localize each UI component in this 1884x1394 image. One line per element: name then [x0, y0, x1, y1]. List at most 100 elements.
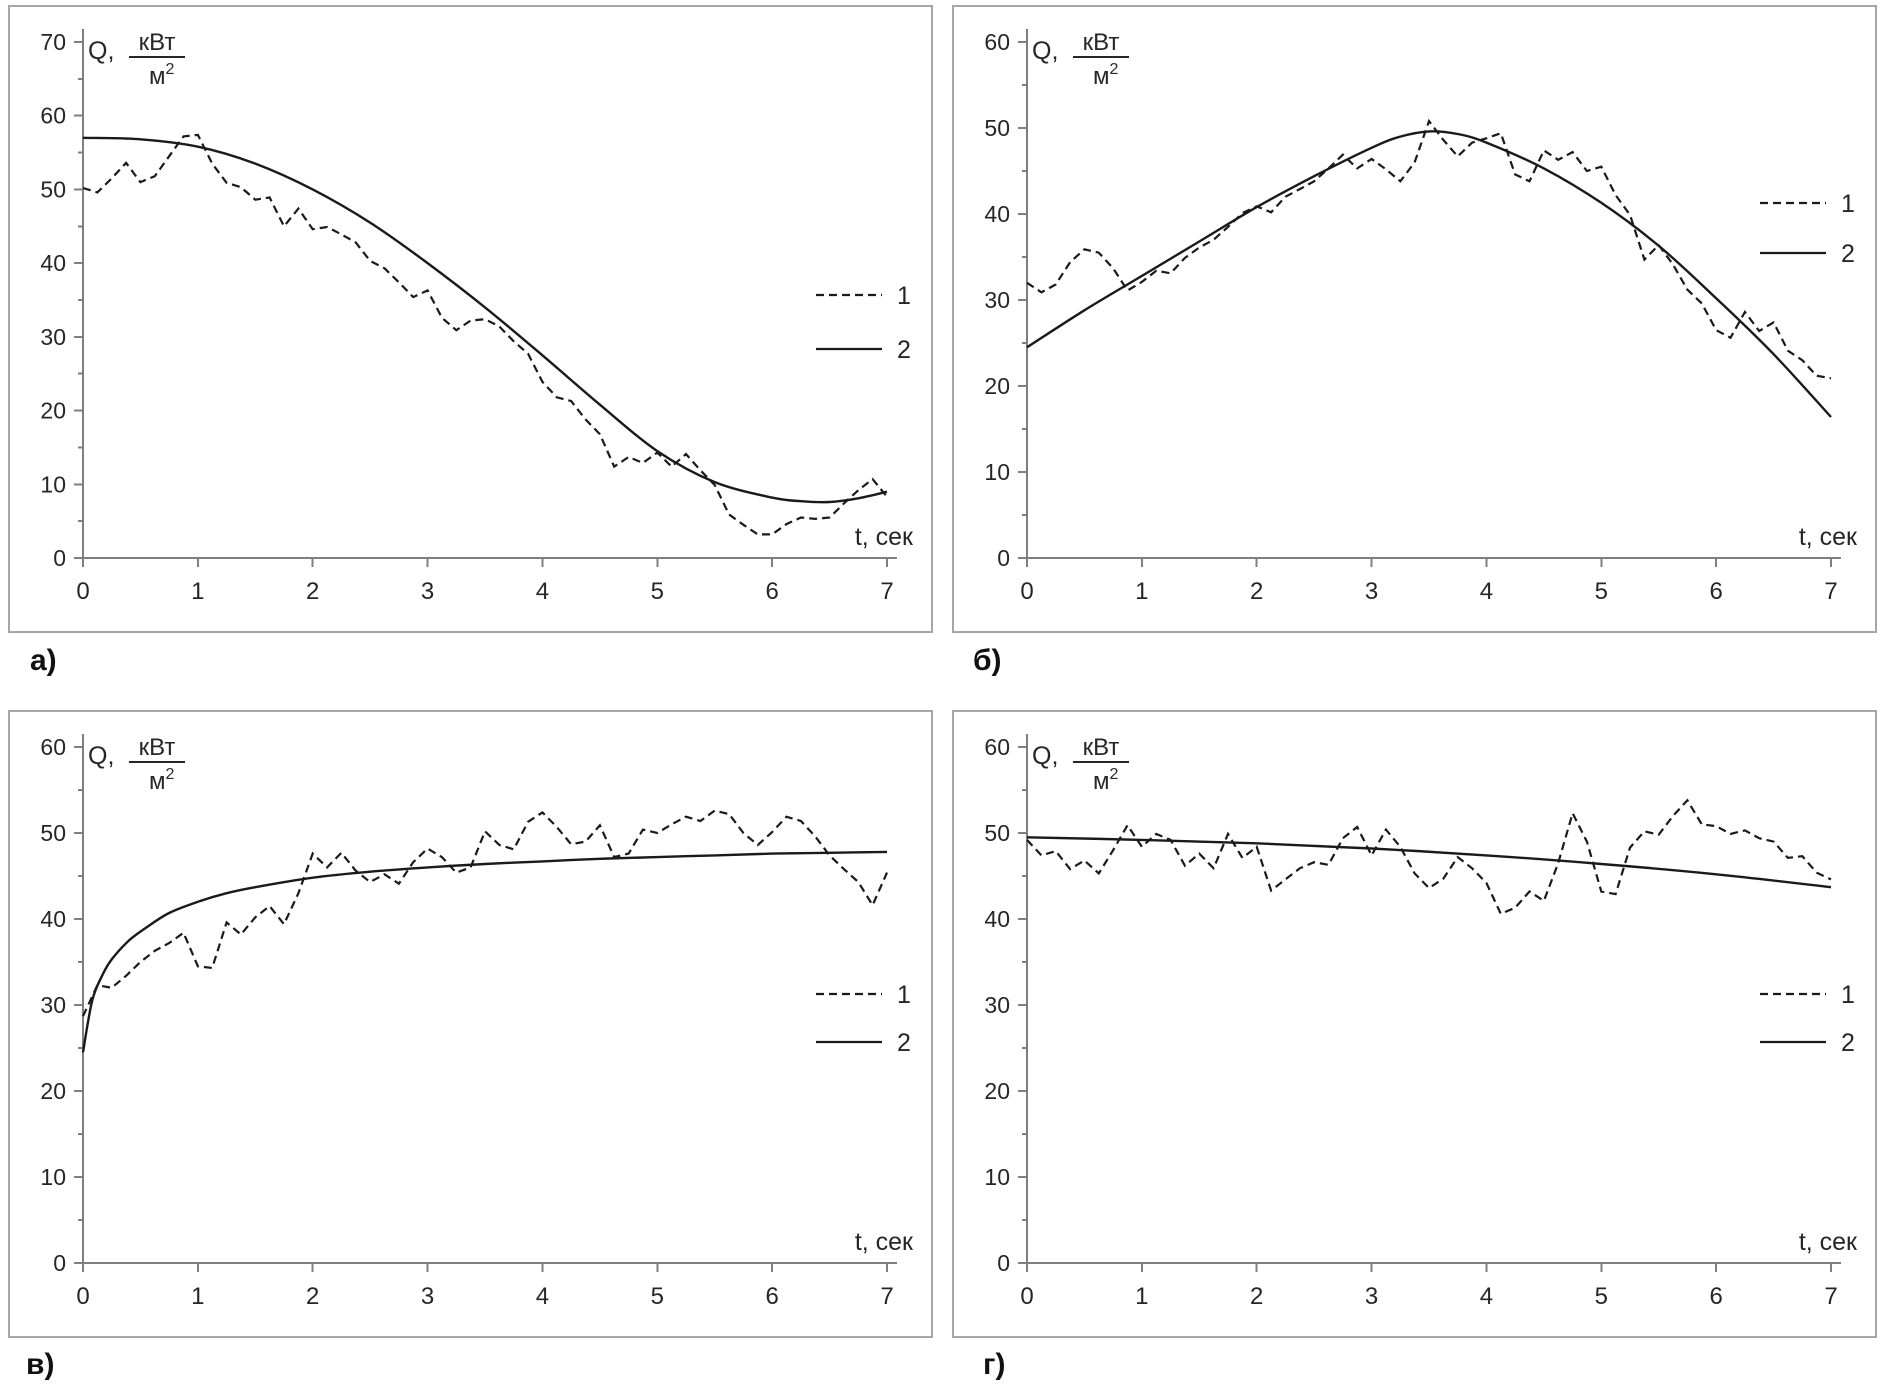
y-tick-label: 20	[984, 373, 1010, 399]
x-tick-label: 4	[536, 1283, 549, 1310]
x-tick-label: 2	[1250, 1283, 1263, 1310]
y-tick-label: 10	[40, 471, 66, 497]
x-ticks	[82, 1263, 888, 1272]
legend-label-2: 2	[1841, 240, 1855, 268]
y-axis-label-prefix: Q,	[88, 742, 114, 770]
y-tick-label: 40	[984, 906, 1010, 932]
y-tick-label: 30	[984, 992, 1010, 1018]
chart-panel-b: 0 10 20 30 40 50 60 0 1 2 3 4 5 6 7 t, сек Q, кВт м2 1 2	[952, 5, 1877, 633]
x-tick-label: 3	[421, 578, 434, 605]
y-tick-label: 60	[984, 29, 1010, 55]
y-axis-label-denominator: м2	[1093, 61, 1119, 90]
x-tick-label: 2	[1250, 578, 1263, 605]
x-tick-label: 5	[651, 1283, 664, 1310]
panel-label-g: г)	[983, 1348, 1006, 1381]
y-tick-label: 40	[984, 201, 1010, 227]
y-axis-label: Q, кВт м2	[88, 734, 185, 795]
x-tick-label: 6	[765, 578, 778, 605]
x-tick-label: 2	[306, 578, 319, 605]
x-tick-label: 2	[306, 1283, 319, 1310]
legend-label-1: 1	[897, 282, 911, 310]
x-tick-label: 6	[1709, 578, 1722, 605]
x-tick-label: 1	[1135, 1283, 1148, 1310]
y-axis-label-numerator: кВт	[1083, 734, 1120, 761]
y-tick-label: 20	[40, 1078, 66, 1104]
y-tick-label: 0	[997, 545, 1010, 571]
y-tick-label: 10	[40, 1164, 66, 1190]
y-tick-label: 60	[984, 734, 1010, 760]
legend: 12	[1760, 190, 1855, 268]
series-2-line	[1026, 836, 1832, 889]
y-tick-labels: 0 10 20 30 40 50 60	[40, 734, 66, 1276]
y-axis-label-denominator: м2	[149, 766, 175, 795]
x-tick-label: 0	[76, 578, 89, 605]
x-axis-label: t, сек	[1799, 1228, 1858, 1256]
y-tick-labels: 0 10 20 30 40 50 60	[984, 734, 1010, 1276]
x-axis-label: t, сек	[1799, 523, 1858, 551]
series-1-line	[1026, 118, 1832, 380]
y-tick-label: 0	[997, 1250, 1010, 1276]
y-axis-label-prefix: Q,	[88, 37, 114, 65]
y-axis-label-numerator: кВт	[139, 734, 176, 761]
y-axis-label-numerator: кВт	[1083, 29, 1120, 56]
series-1-line	[82, 133, 888, 536]
axes	[82, 734, 897, 1264]
y-axis-label: Q, кВт м2	[1032, 734, 1129, 795]
series-2-line	[1026, 130, 1832, 418]
x-axis-label: t, сек	[855, 523, 914, 551]
y-tick-label: 40	[40, 906, 66, 932]
x-tick-labels: 0 1 2 3 4 5 6 7	[76, 1283, 893, 1310]
x-tick-label: 4	[536, 578, 549, 605]
legend-label-1: 1	[1841, 981, 1855, 1009]
x-ticks	[1026, 558, 1832, 567]
panel-label-b: б)	[973, 644, 1002, 677]
x-tick-labels: 0 1 2 3 4 5 6 7	[1020, 578, 1837, 605]
y-axis-label-denominator: м2	[149, 61, 175, 90]
legend: 12	[816, 981, 911, 1057]
legend: 12	[1760, 981, 1855, 1057]
y-tick-label: 30	[40, 992, 66, 1018]
x-tick-label: 1	[191, 1283, 204, 1310]
axes	[82, 29, 897, 559]
x-tick-label: 0	[1020, 578, 1033, 605]
x-tick-label: 5	[1595, 1283, 1608, 1310]
y-tick-label: 50	[40, 176, 66, 202]
y-tick-label: 0	[53, 545, 66, 571]
panel-label-a: а)	[30, 644, 57, 677]
series-2-line	[81, 850, 888, 1053]
legend-label-2: 2	[897, 336, 911, 364]
axes	[1026, 734, 1841, 1264]
y-tick-label: 60	[40, 734, 66, 760]
x-tick-label: 0	[1020, 1283, 1033, 1310]
x-tick-label: 3	[421, 1283, 434, 1310]
y-tick-label: 30	[984, 287, 1010, 313]
legend-label-2: 2	[897, 1029, 911, 1057]
x-tick-label: 1	[191, 578, 204, 605]
y-ticks	[1018, 746, 1027, 1264]
x-tick-label: 0	[76, 1283, 89, 1310]
y-axis-label-denominator: м2	[1093, 766, 1119, 795]
y-tick-label: 30	[40, 324, 66, 350]
x-tick-label: 3	[1365, 1283, 1378, 1310]
y-axis-label-prefix: Q,	[1032, 742, 1058, 770]
y-axis-label: Q, кВт м2	[1032, 29, 1129, 90]
x-tick-label: 7	[1824, 578, 1837, 605]
y-tick-label: 50	[984, 115, 1010, 141]
y-tick-label: 50	[40, 820, 66, 846]
x-ticks	[82, 558, 888, 567]
y-tick-labels: 0 10 20 30 40 50 60	[984, 29, 1010, 571]
legend-label-2: 2	[1841, 1029, 1855, 1057]
chart-panel-v: 0 10 20 30 40 50 60 0 1 2 3 4 5 6 7 t, сек Q, кВт м2 1 2	[8, 710, 933, 1338]
x-tick-label: 7	[1824, 1283, 1837, 1310]
y-tick-label: 20	[984, 1078, 1010, 1104]
legend: 12	[816, 282, 911, 364]
x-axis-label: t, сек	[855, 1228, 914, 1256]
series-1-line	[82, 809, 889, 1017]
legend-label-1: 1	[897, 981, 911, 1009]
x-tick-label: 5	[1595, 578, 1608, 605]
x-tick-label: 1	[1135, 578, 1148, 605]
y-ticks	[1018, 41, 1027, 559]
y-tick-label: 60	[40, 103, 66, 129]
